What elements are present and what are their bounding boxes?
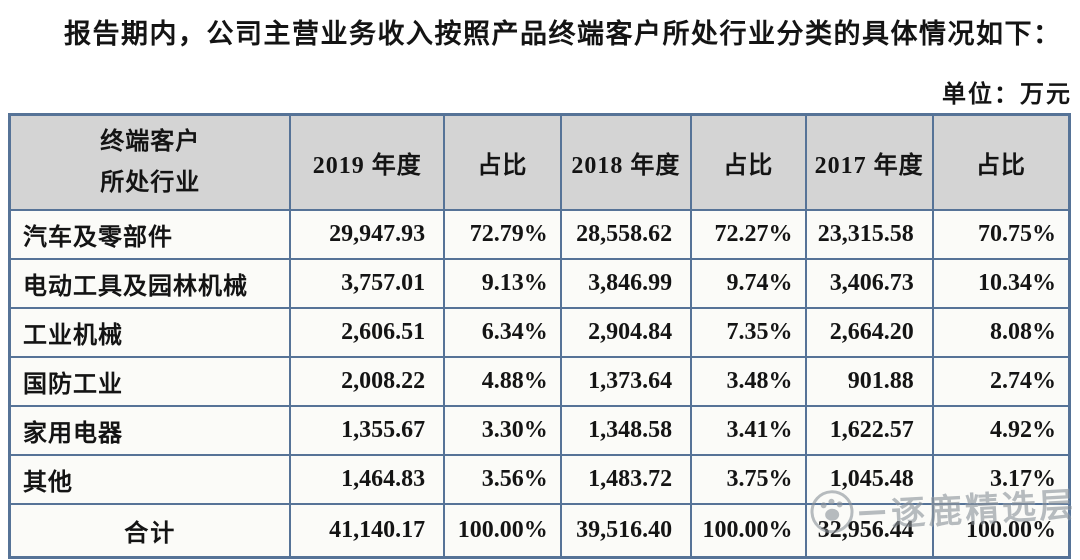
table-row: 电动工具及园林机械 3,757.01 9.13% 3,846.99 9.74% …: [8, 258, 1071, 309]
cell-2019-value: 2,008.22: [289, 356, 446, 407]
header-ratio-2018: 占比: [690, 113, 807, 211]
table-row: 工业机械 2,606.51 6.34% 2,904.84 7.35% 2,664…: [8, 307, 1071, 358]
header-ratio-2017: 占比: [931, 113, 1071, 211]
cell-2017-value: 1,622.57: [804, 405, 934, 456]
revenue-by-industry-table: 终端客户 所处行业 2019 年度 占比 2018 年度 占比 2017 年度 …: [8, 113, 1071, 559]
cell-2018-value: 1,483.72: [559, 454, 693, 505]
cell-total-2019-ratio: 100.00%: [443, 503, 562, 559]
cell-2017-ratio: 2.74%: [931, 356, 1071, 407]
cell-2019-ratio: 72.79%: [443, 209, 562, 260]
cell-2017-value: 23,315.58: [804, 209, 934, 260]
cell-2018-ratio: 3.48%: [690, 356, 807, 407]
cell-industry: 国防工业: [8, 356, 292, 407]
cell-2018-value: 3,846.99: [559, 258, 693, 309]
header-industry: 终端客户 所处行业: [8, 113, 292, 211]
table-total-row: 合计 41,140.17 100.00% 39,516.40 100.00% 3…: [8, 503, 1071, 559]
table-header-row: 终端客户 所处行业 2019 年度 占比 2018 年度 占比 2017 年度 …: [8, 113, 1071, 211]
cell-2019-value: 3,757.01: [289, 258, 446, 309]
header-industry-line2: 所处行业: [100, 169, 201, 196]
cell-total-2018-ratio: 100.00%: [690, 503, 807, 559]
cell-2018-ratio: 3.41%: [690, 405, 807, 456]
cell-2019-ratio: 6.34%: [443, 307, 562, 358]
cell-2019-value: 2,606.51: [289, 307, 446, 358]
table-row: 其他 1,464.83 3.56% 1,483.72 3.75% 1,045.4…: [8, 454, 1071, 505]
cell-2017-ratio: 4.92%: [931, 405, 1071, 456]
cell-2017-value: 2,664.20: [804, 307, 934, 358]
cell-2019-ratio: 4.88%: [443, 356, 562, 407]
cell-2017-ratio: 8.08%: [931, 307, 1071, 358]
header-ratio-2019: 占比: [443, 113, 562, 211]
cell-total-2017-ratio: 100.00%: [931, 503, 1071, 559]
cell-industry: 工业机械: [8, 307, 292, 358]
cell-2018-ratio: 72.27%: [690, 209, 807, 260]
cell-2018-value: 1,348.58: [559, 405, 693, 456]
cell-2019-value: 1,355.67: [289, 405, 446, 456]
cell-total-label: 合计: [8, 503, 292, 559]
cell-total-2019-value: 41,140.17: [289, 503, 446, 559]
cell-2018-ratio: 3.75%: [690, 454, 807, 505]
unit-label: 单位：万元: [942, 82, 1072, 108]
cell-2018-ratio: 9.74%: [690, 258, 807, 309]
header-year-2018: 2018 年度: [559, 113, 693, 211]
header-year-2019: 2019 年度: [289, 113, 446, 211]
cell-total-2017-value: 32,956.44: [804, 503, 934, 559]
cell-2019-ratio: 3.30%: [443, 405, 562, 456]
cell-2017-ratio: 10.34%: [931, 258, 1071, 309]
cell-2018-value: 2,904.84: [559, 307, 693, 358]
cell-2017-ratio: 70.75%: [931, 209, 1071, 260]
cell-2017-value: 1,045.48: [804, 454, 934, 505]
cell-2018-value: 28,558.62: [559, 209, 693, 260]
cell-2019-value: 1,464.83: [289, 454, 446, 505]
cell-total-2018-value: 39,516.40: [559, 503, 693, 559]
table-row: 国防工业 2,008.22 4.88% 1,373.64 3.48% 901.8…: [8, 356, 1071, 407]
cell-2019-ratio: 3.56%: [443, 454, 562, 505]
table-row: 汽车及零部件 29,947.93 72.79% 28,558.62 72.27%…: [8, 209, 1071, 260]
page-title: 报告期内，公司主营业务收入按照产品终端客户所处行业分类的具体情况如下：: [64, 19, 1062, 49]
cell-industry: 汽车及零部件: [8, 209, 292, 260]
cell-2019-value: 29,947.93: [289, 209, 446, 260]
cell-2018-ratio: 7.35%: [690, 307, 807, 358]
cell-industry: 电动工具及园林机械: [8, 258, 292, 309]
cell-2017-value: 901.88: [804, 356, 934, 407]
cell-2018-value: 1,373.64: [559, 356, 693, 407]
table-row: 家用电器 1,355.67 3.30% 1,348.58 3.41% 1,622…: [8, 405, 1071, 456]
cell-industry: 家用电器: [8, 405, 292, 456]
cell-2017-ratio: 3.17%: [931, 454, 1071, 505]
cell-2017-value: 3,406.73: [804, 258, 934, 309]
cell-2019-ratio: 9.13%: [443, 258, 562, 309]
cell-industry: 其他: [8, 454, 292, 505]
header-industry-line1: 终端客户: [100, 128, 201, 155]
header-year-2017: 2017 年度: [804, 113, 934, 211]
